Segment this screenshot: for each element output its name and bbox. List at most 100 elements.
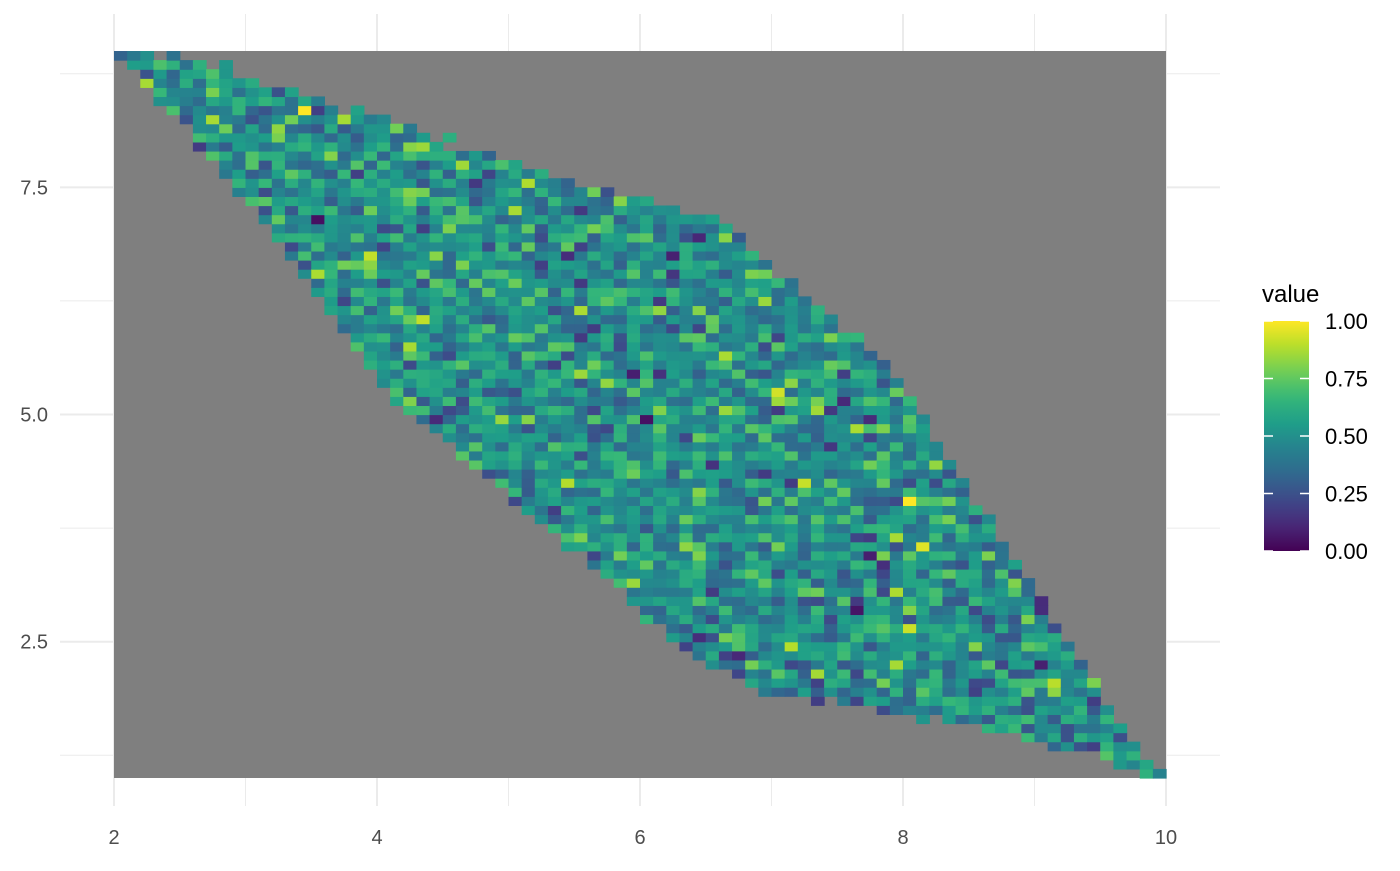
heatmap-tile [889, 687, 904, 697]
heatmap-tile [718, 650, 733, 661]
heatmap-tile [574, 459, 588, 470]
heatmap-tile [561, 432, 575, 443]
heatmap-tile [995, 705, 1009, 715]
heatmap-tile [824, 459, 838, 470]
heatmap-tile [455, 423, 470, 434]
heatmap-tile [429, 350, 444, 361]
heatmap-tile [311, 223, 325, 234]
heatmap-tile [547, 341, 562, 352]
heatmap-tile [653, 478, 667, 488]
heatmap-tile [732, 314, 746, 325]
heatmap-tile [245, 141, 260, 152]
heatmap-tile [797, 369, 812, 379]
heatmap-tile [679, 341, 694, 352]
heatmap-tile [1047, 659, 1062, 670]
heatmap-tile [206, 96, 220, 107]
heatmap-tile [311, 105, 325, 116]
y-tick-label: 7.5 [20, 177, 48, 199]
heatmap-tile [640, 378, 654, 388]
heatmap-tile [626, 523, 641, 534]
heatmap-tile [547, 396, 562, 407]
heatmap-tile [206, 141, 220, 152]
heatmap-tile [903, 614, 917, 625]
heatmap-tile [995, 641, 1009, 652]
heatmap-tile [653, 223, 667, 234]
heatmap-tile [153, 87, 168, 98]
heatmap-tile [416, 250, 431, 261]
heatmap-tile [705, 568, 720, 579]
heatmap-tile [876, 359, 891, 370]
heatmap-tile [377, 132, 391, 143]
heatmap-tile [561, 205, 575, 216]
heatmap-tile [666, 596, 681, 606]
heatmap-tile [863, 532, 878, 543]
heatmap-tile [482, 469, 496, 479]
heatmap-tile [561, 260, 575, 270]
heatmap-tile [587, 405, 602, 416]
heatmap-tile [718, 641, 733, 652]
heatmap-tile [219, 169, 233, 179]
heatmap-tile [600, 568, 615, 579]
heatmap-tile [771, 487, 786, 497]
heatmap-tile [298, 105, 312, 116]
heatmap-tile [587, 241, 602, 252]
heatmap-tile [574, 514, 588, 525]
heatmap-tile [245, 132, 260, 143]
heatmap-tile [390, 196, 404, 207]
heatmap-tile [981, 696, 996, 706]
heatmap-tile [955, 568, 970, 579]
heatmap-tile [429, 196, 444, 207]
heatmap-tile [561, 296, 575, 307]
heatmap-tile [876, 441, 891, 452]
heatmap-tile [192, 132, 207, 143]
heatmap-tile [981, 687, 996, 697]
heatmap-tile [653, 314, 667, 325]
heatmap-tile [758, 459, 773, 470]
heatmap-tile [745, 250, 759, 261]
heatmap-tile [679, 550, 694, 561]
heatmap-tile [863, 559, 878, 570]
heatmap-tile [758, 296, 773, 307]
heatmap-tile [114, 51, 128, 61]
heatmap-tile [416, 132, 431, 143]
heatmap-tile [1008, 687, 1022, 697]
heatmap-tile [705, 632, 720, 643]
heatmap-tile [732, 323, 746, 334]
heatmap-tile [679, 487, 694, 497]
heatmap-tile [521, 296, 536, 307]
heatmap-tile [916, 469, 930, 479]
heatmap-tile [640, 559, 654, 570]
heatmap-tile [653, 614, 667, 625]
heatmap-tile [429, 405, 444, 416]
heatmap-tile [810, 559, 825, 570]
heatmap-tile [771, 478, 786, 488]
heatmap-tile [377, 314, 391, 325]
heatmap-tile [390, 169, 404, 179]
heatmap-tile [653, 559, 667, 570]
heatmap-tile [455, 441, 470, 452]
heatmap-tile [824, 587, 838, 597]
heatmap-tile [692, 541, 707, 552]
heatmap-tile [810, 469, 825, 479]
heatmap-tile [508, 459, 523, 470]
heatmap-tile [258, 96, 273, 107]
heatmap-tile [626, 532, 641, 543]
heatmap-tile [889, 578, 904, 588]
heatmap-tile [1021, 614, 1036, 625]
heatmap-tile [968, 659, 983, 670]
heatmap-tile [613, 396, 628, 407]
heatmap-tile [363, 332, 378, 343]
heatmap-tile [1113, 750, 1128, 761]
heatmap-tile [758, 514, 773, 525]
heatmap-tile [324, 269, 339, 279]
heatmap-tile [679, 387, 694, 397]
heatmap-tile [824, 359, 838, 370]
heatmap-tile [837, 605, 851, 616]
heatmap-tile [587, 450, 602, 461]
heatmap-tile [666, 423, 681, 434]
heatmap-tile [968, 705, 983, 715]
heatmap-tile [534, 287, 549, 297]
heatmap-tile [850, 650, 865, 661]
heatmap-tile [942, 559, 957, 570]
heatmap-tile [613, 196, 628, 207]
